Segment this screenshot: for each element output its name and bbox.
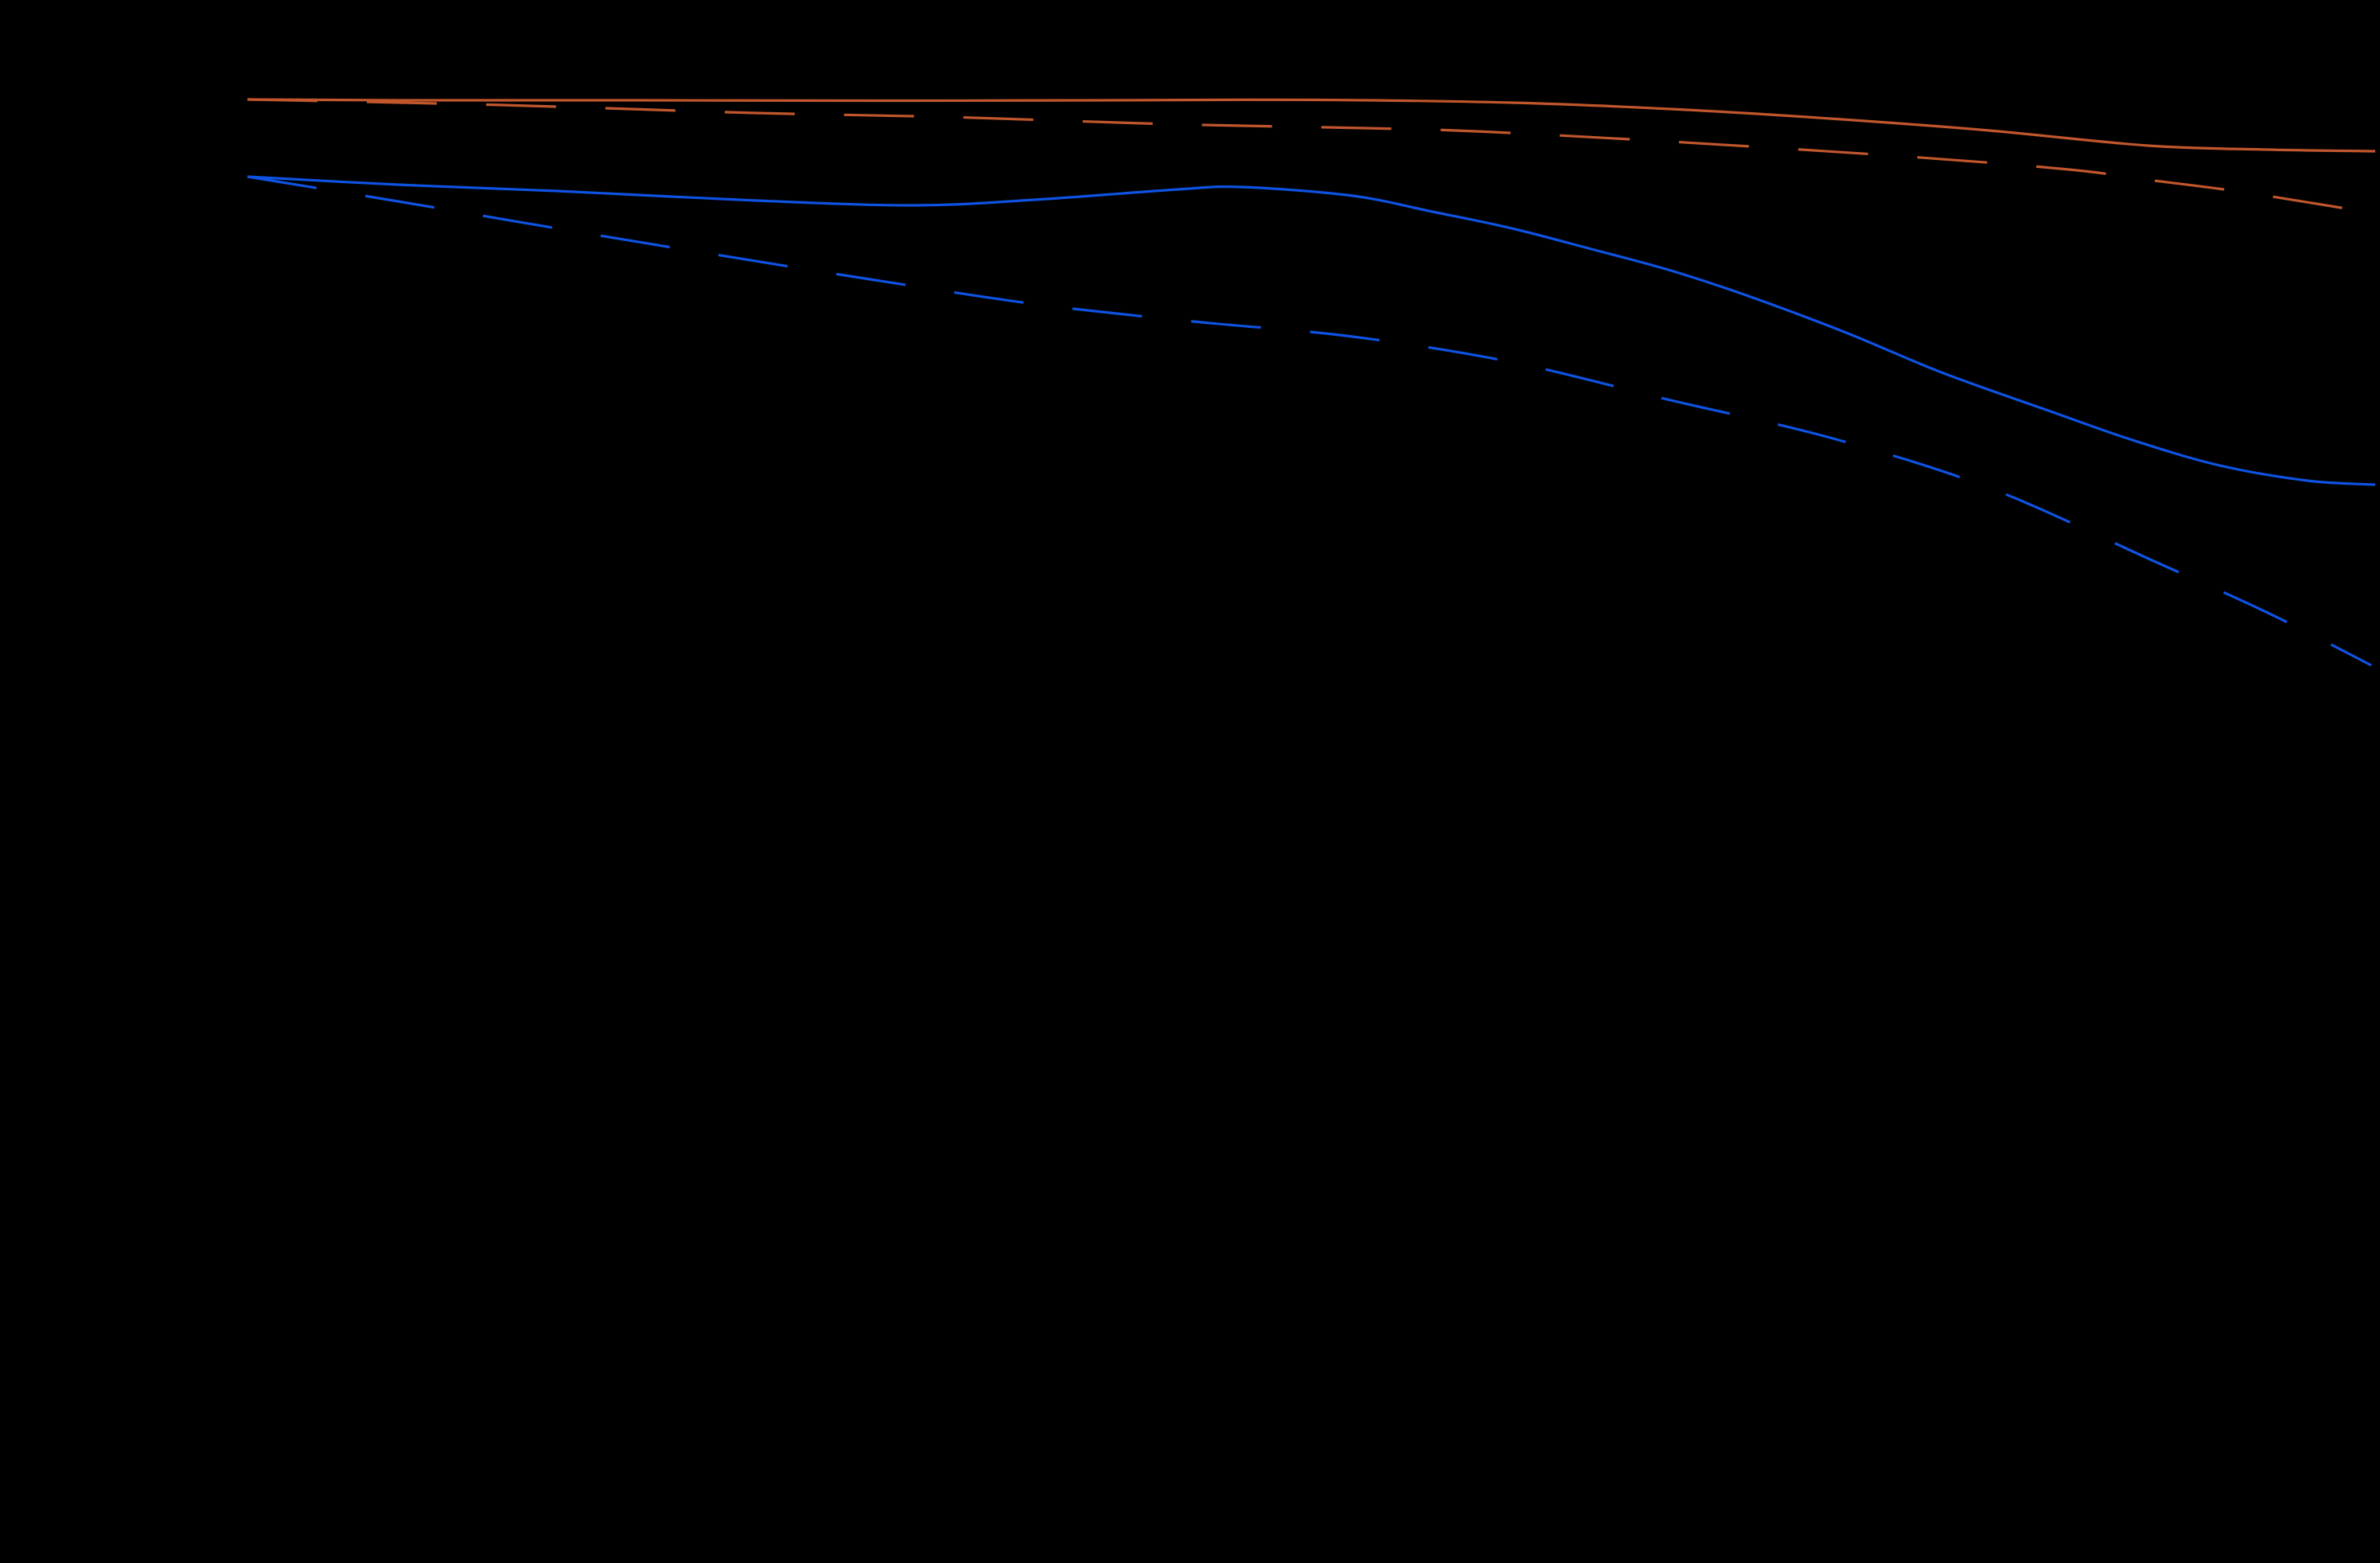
blue-solid-line	[247, 175, 2376, 486]
orange-solid-line	[247, 98, 2376, 153]
blue-dashed-line	[247, 175, 2372, 667]
orange-dashed-line	[247, 98, 2376, 215]
